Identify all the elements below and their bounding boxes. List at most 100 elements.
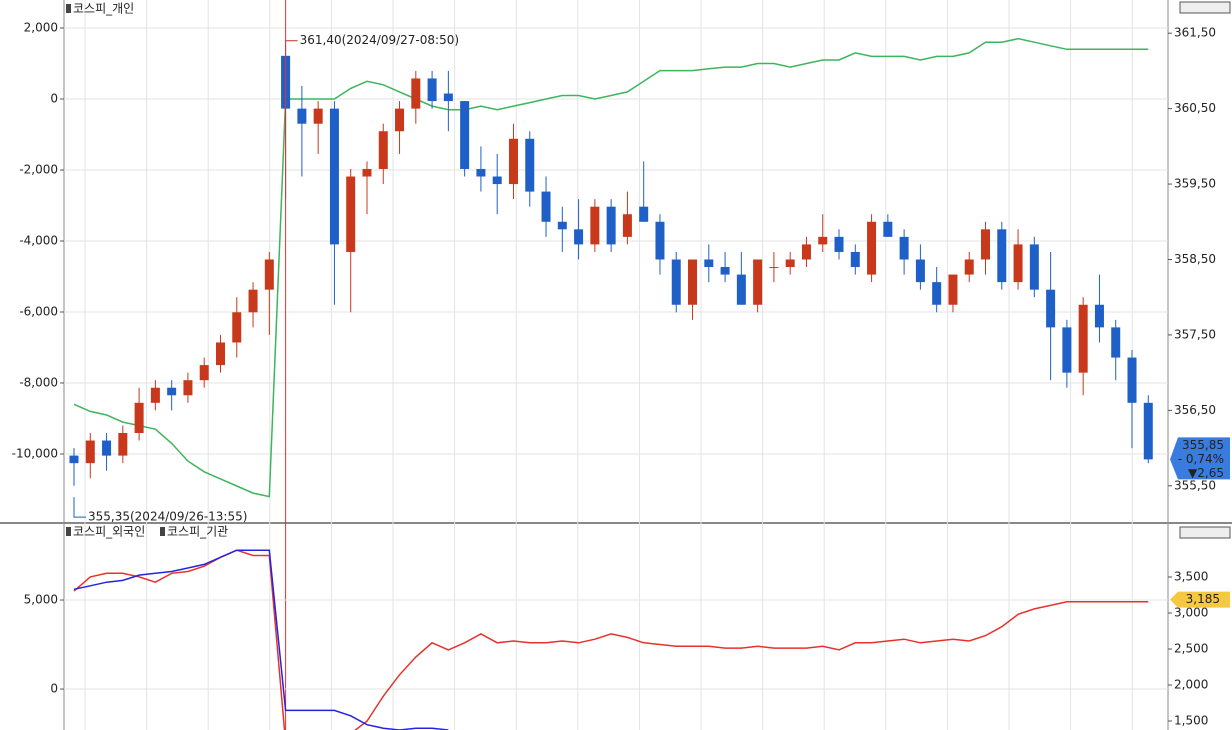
candle-body: [150, 387, 160, 403]
tick-label: 3,500: [1174, 569, 1208, 583]
candle-body: [671, 259, 681, 305]
candle-body: [753, 259, 763, 305]
candle-body: [704, 259, 714, 268]
tick-label: 2,500: [1174, 641, 1208, 655]
candle-body: [801, 244, 811, 260]
panel-separator: [0, 522, 1232, 524]
legend-label: 코스피_개인: [73, 2, 134, 16]
candle-body: [297, 108, 307, 124]
tick-label: 355,50: [1174, 478, 1216, 492]
annotation: 361,40(2024/09/27-08:50): [300, 33, 459, 47]
candle-body: [102, 440, 112, 456]
last-price-label: - 0,74%: [1178, 452, 1224, 466]
candle-body: [525, 138, 535, 192]
marker-box: [1170, 591, 1230, 608]
legend-icon: [66, 527, 71, 536]
candle-body: [557, 221, 567, 230]
candle-body: [264, 259, 274, 290]
tick-label: 358,50: [1174, 252, 1216, 266]
tick-label: -4,000: [19, 234, 58, 248]
candle-body: [590, 206, 600, 245]
legend-icon: [160, 527, 165, 536]
candle-body: [1029, 244, 1039, 290]
candle-body: [850, 251, 860, 268]
candle-body: [395, 108, 405, 132]
legend-icon: [66, 4, 71, 13]
candle-body: [622, 214, 632, 237]
legend-label: 코스피_외국인: [73, 525, 145, 539]
candle-body: [915, 259, 925, 283]
marker-label: 3,185: [1186, 592, 1220, 606]
candle-body: [492, 176, 502, 185]
tick-label: 356,50: [1174, 403, 1216, 417]
tick-label: 1,500: [1174, 713, 1208, 727]
candle-body: [981, 229, 991, 260]
candle-body: [688, 259, 698, 305]
candle-body: [183, 380, 193, 396]
candle-body: [1111, 327, 1121, 358]
tick-label: -8,000: [19, 376, 58, 390]
candle-body: [329, 108, 339, 245]
candle-body: [1078, 304, 1088, 373]
candle-body: [411, 78, 421, 109]
annotation: 355,35(2024/09/26-13:55): [88, 510, 247, 524]
candle-body: [574, 229, 584, 245]
candle-body: [785, 259, 795, 268]
tick-label: 0: [50, 92, 58, 106]
candle-body: [215, 342, 225, 366]
candle-body: [736, 274, 746, 305]
candle-body: [248, 289, 258, 313]
candle-body: [606, 206, 616, 245]
series-line: [73, 549, 1149, 730]
candle-body: [769, 267, 779, 269]
candle-body: [1013, 244, 1023, 283]
candle-body: [118, 432, 128, 456]
candle-body: [85, 440, 95, 464]
candle-body: [508, 138, 518, 185]
candle-body: [1143, 402, 1153, 460]
tick-label: 361,50: [1174, 26, 1216, 40]
candle-body: [134, 402, 144, 433]
candle-body: [378, 131, 388, 169]
candle-body: [460, 101, 470, 169]
tick-label: 360,50: [1174, 101, 1216, 115]
candle-body: [443, 93, 453, 102]
annotation-arrow: [73, 497, 86, 518]
tick-label: 0: [50, 682, 58, 696]
candle-body: [997, 229, 1007, 283]
candle-body: [720, 267, 730, 275]
candle-body: [948, 274, 958, 305]
tick-label: 359,50: [1174, 177, 1216, 191]
candle-body: [362, 168, 372, 177]
candle-body: [167, 387, 177, 396]
candle-body: [1062, 327, 1072, 373]
candle-body: [899, 236, 909, 260]
tick-label: -10,000: [12, 447, 58, 461]
legend-label: 코스피_기관: [167, 525, 228, 539]
series-line: [73, 37, 1149, 498]
candle-body: [1094, 304, 1104, 328]
last-price-label: ▼2,65: [1188, 466, 1224, 480]
candle-body: [655, 221, 665, 260]
candle-body: [476, 168, 486, 177]
candle-body: [639, 206, 649, 222]
tick-label: 2,000: [24, 21, 58, 35]
panel-buttons[interactable]: [1179, 1, 1231, 539]
candle-body: [199, 365, 209, 381]
tick-label: 3,000: [1174, 605, 1208, 619]
candle-body: [867, 221, 877, 275]
candle-body: [818, 236, 828, 245]
tick-label: 5,000: [24, 593, 58, 607]
last-price-box: [1170, 437, 1230, 480]
candle-body: [1046, 289, 1056, 328]
candle-body: [346, 176, 356, 252]
last-price-label: 355,85: [1182, 438, 1224, 452]
tick-label: -2,000: [19, 163, 58, 177]
candle-body: [427, 78, 437, 102]
tick-label: 357,50: [1174, 327, 1216, 341]
candle-body: [69, 455, 79, 464]
candle-body: [834, 236, 844, 252]
candle-body: [932, 282, 942, 305]
candle-body: [1127, 357, 1137, 403]
